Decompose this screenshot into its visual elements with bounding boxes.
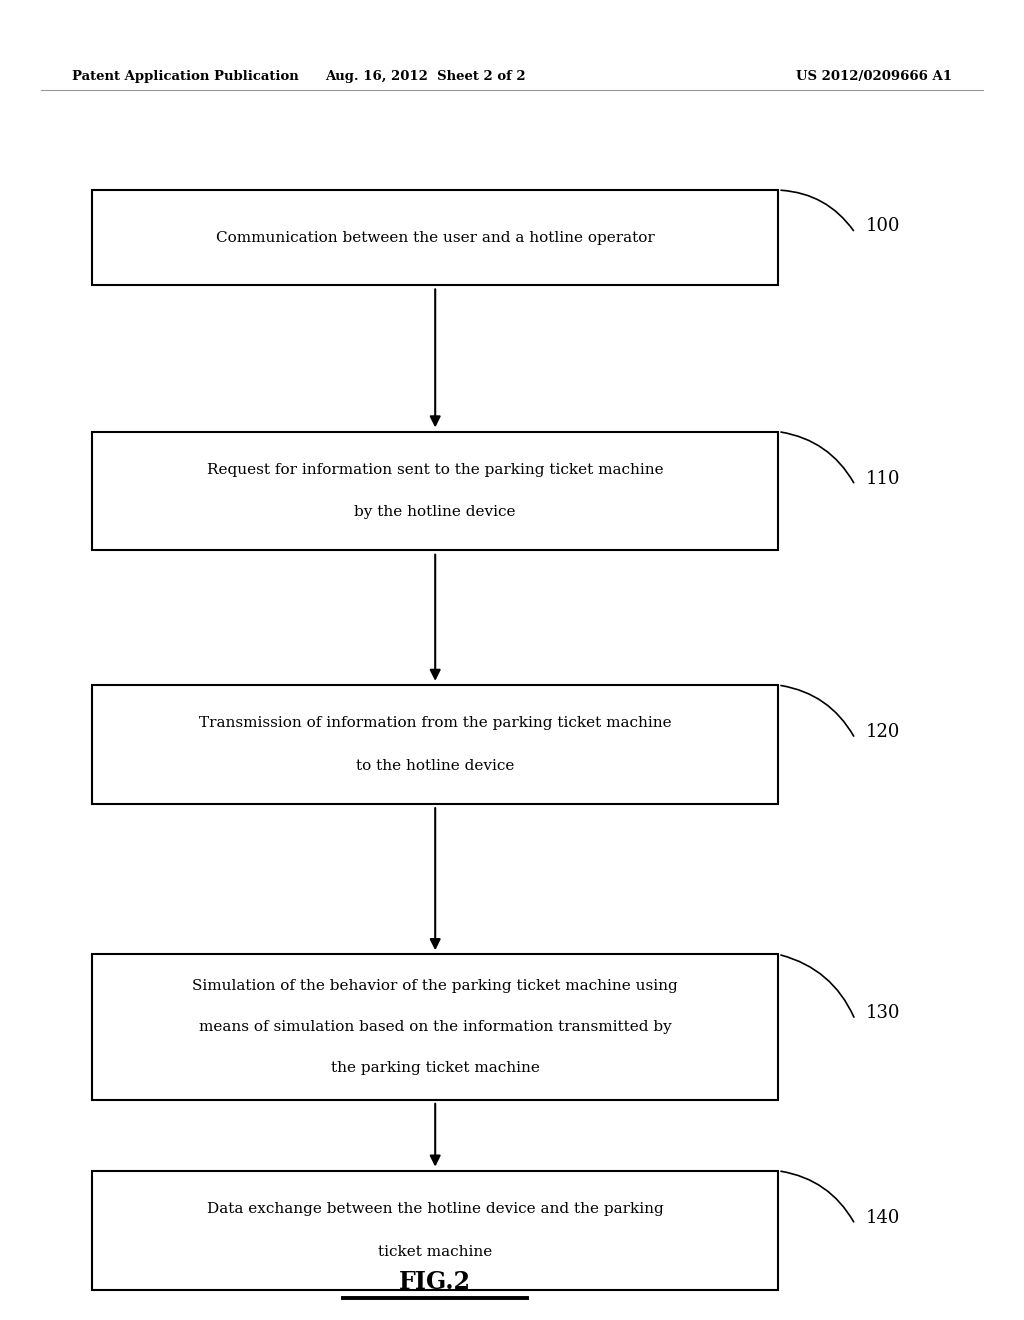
Text: by the hotline device: by the hotline device <box>354 506 516 520</box>
Text: 130: 130 <box>865 1005 900 1022</box>
Bar <box>92 1171 778 1290</box>
Text: 100: 100 <box>865 218 900 235</box>
Text: Aug. 16, 2012  Sheet 2 of 2: Aug. 16, 2012 Sheet 2 of 2 <box>325 70 525 83</box>
Text: FIG.2: FIG.2 <box>399 1270 471 1294</box>
Text: means of simulation based on the information transmitted by: means of simulation based on the informa… <box>199 1020 672 1034</box>
Bar <box>92 432 778 550</box>
Text: Request for information sent to the parking ticket machine: Request for information sent to the park… <box>207 462 664 477</box>
Text: the parking ticket machine: the parking ticket machine <box>331 1060 540 1074</box>
Text: Patent Application Publication: Patent Application Publication <box>72 70 298 83</box>
Bar <box>92 954 778 1100</box>
Text: Transmission of information from the parking ticket machine: Transmission of information from the par… <box>199 715 672 730</box>
Bar <box>92 190 778 285</box>
Text: Data exchange between the hotline device and the parking: Data exchange between the hotline device… <box>207 1201 664 1216</box>
Text: 120: 120 <box>865 723 900 741</box>
Text: ticket machine: ticket machine <box>378 1245 493 1259</box>
Text: to the hotline device: to the hotline device <box>356 759 514 774</box>
Text: Simulation of the behavior of the parking ticket machine using: Simulation of the behavior of the parkin… <box>193 979 678 994</box>
Bar <box>92 685 778 804</box>
Text: US 2012/0209666 A1: US 2012/0209666 A1 <box>797 70 952 83</box>
Text: 140: 140 <box>865 1209 900 1226</box>
Text: Communication between the user and a hotline operator: Communication between the user and a hot… <box>216 231 654 244</box>
Text: 110: 110 <box>865 470 900 487</box>
